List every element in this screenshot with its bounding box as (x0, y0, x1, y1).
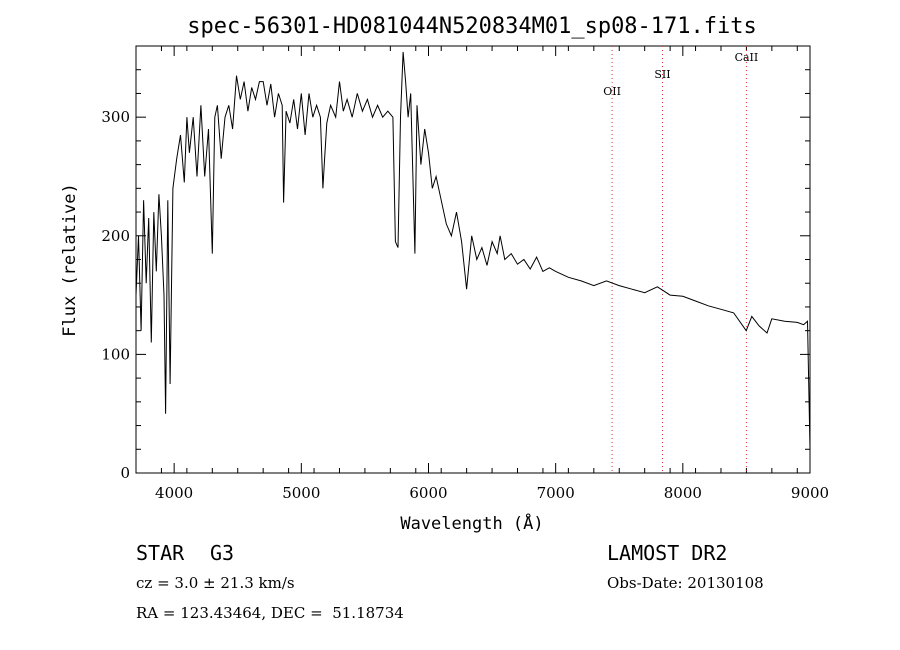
x-tick-label: 8000 (664, 484, 702, 502)
redshift-text: cz = 3.0 ± 21.3 km/s (136, 574, 295, 592)
x-tick-label: 6000 (409, 484, 447, 502)
plot-frame (135, 45, 811, 474)
coordinates-text: RA = 123.43464, DEC = 51.18734 (136, 604, 404, 622)
chart-title: spec-56301-HD081044N520834M01_sp08-171.f… (187, 14, 757, 39)
x-tick-label: 7000 (537, 484, 575, 502)
x-axis: 4000 5000 6000 7000 8000 9000 (135, 46, 829, 502)
x-tick-label: 4000 (155, 484, 193, 502)
x-axis-label: Wavelength (Å) (400, 512, 543, 534)
object-class: STAR (136, 541, 185, 565)
obs-date-text: Obs-Date: 20130108 (607, 574, 764, 592)
spectrum-line (135, 51, 811, 450)
y-tick-label: 300 (101, 108, 130, 126)
marker-label: CaII (735, 51, 759, 64)
y-tick-label: 0 (120, 464, 130, 482)
line-markers: OII SII CaII (603, 46, 758, 473)
y-axis-label: Flux (relative) (60, 183, 80, 337)
x-tick-label: 9000 (791, 484, 829, 502)
survey-label: LAMOST DR2 (607, 541, 728, 565)
y-tick-label: 100 (101, 345, 130, 363)
spectral-subclass: G3 (210, 541, 235, 565)
y-axis: 0 100 200 300 (101, 45, 810, 482)
y-tick-label: 200 (101, 227, 130, 245)
x-tick-label: 5000 (282, 484, 320, 502)
marker-label: OII (603, 85, 621, 98)
marker-label: SII (654, 68, 670, 81)
